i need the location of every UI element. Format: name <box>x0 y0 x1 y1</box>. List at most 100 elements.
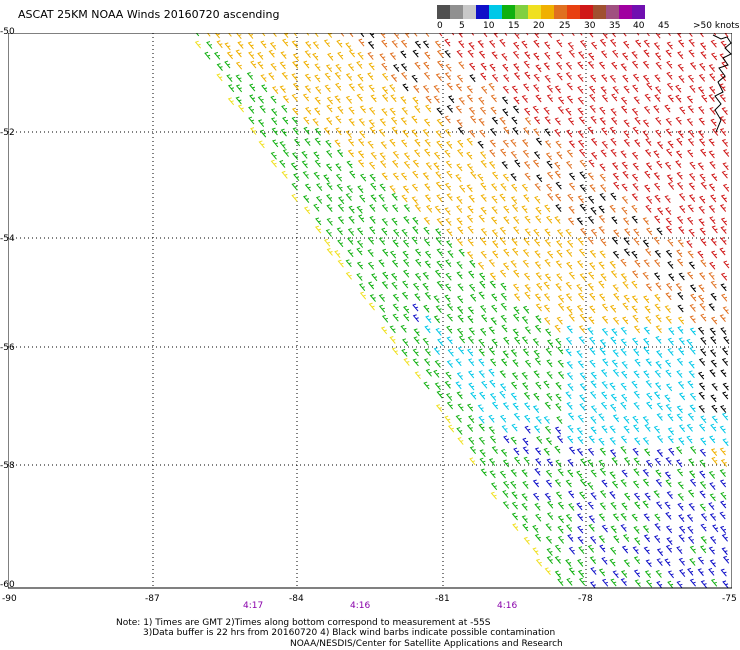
wind-barb <box>644 492 651 501</box>
wind-barb <box>557 96 565 105</box>
wind-barb <box>546 160 553 169</box>
wind-barb <box>687 536 695 544</box>
wind-barb <box>433 85 440 93</box>
wind-barb <box>577 414 584 423</box>
wind-barb <box>422 172 429 181</box>
wind-barb <box>554 445 561 454</box>
wind-barb <box>698 106 705 114</box>
wind-barb <box>688 360 695 369</box>
wind-barb <box>393 64 400 72</box>
wind-barb <box>690 293 697 302</box>
wind-barb <box>512 105 519 114</box>
wind-barb <box>598 413 605 422</box>
wind-barb <box>435 228 442 237</box>
wind-barb <box>688 503 695 511</box>
wind-barb <box>337 106 344 114</box>
wind-barb <box>445 63 452 72</box>
wind-barb <box>480 72 487 81</box>
wind-barb <box>480 160 487 168</box>
wind-barb <box>700 181 707 190</box>
wind-barb <box>568 172 576 181</box>
wind-barb <box>633 228 640 237</box>
wind-barb <box>620 338 627 347</box>
wind-barb <box>654 382 662 391</box>
wind-barb <box>445 371 452 380</box>
wind-barb <box>500 414 507 423</box>
wind-barb <box>631 513 638 522</box>
wind-barb <box>587 172 594 181</box>
wind-barb <box>543 281 550 290</box>
wind-barb <box>579 40 587 48</box>
wind-barb <box>600 86 607 95</box>
wind-barb <box>665 148 673 157</box>
wind-barb <box>642 525 650 534</box>
wind-barb <box>413 336 420 345</box>
wind-barb <box>656 435 664 444</box>
wind-barb <box>699 545 707 554</box>
wind-barb <box>535 315 542 324</box>
wind-barb <box>588 515 595 524</box>
wind-barb <box>522 149 529 158</box>
wind-barb <box>653 182 661 191</box>
wind-barb <box>391 259 399 268</box>
wind-barb <box>543 416 550 424</box>
wind-barb <box>590 371 597 380</box>
wind-barb <box>722 183 730 192</box>
wind-barb <box>634 437 641 446</box>
wind-barb <box>723 260 730 269</box>
wind-barb <box>675 84 682 93</box>
wind-barb <box>478 291 485 300</box>
wind-barb <box>488 368 495 377</box>
legend-label: 40 <box>633 21 645 31</box>
wind-barb <box>632 447 639 456</box>
wind-barb <box>623 139 630 147</box>
wind-barb <box>601 327 609 336</box>
wind-barb <box>545 183 553 192</box>
wind-barb <box>424 148 431 157</box>
wind-barb <box>620 479 627 487</box>
wind-barb <box>678 337 685 346</box>
wind-barb <box>567 42 574 50</box>
wind-barb <box>204 51 211 60</box>
wind-barb <box>610 108 617 116</box>
wind-barb <box>699 173 706 182</box>
wind-barb <box>367 249 374 257</box>
wind-barb <box>261 84 268 93</box>
wind-barb <box>456 427 463 435</box>
wind-barb <box>590 405 598 414</box>
wind-barb <box>535 303 542 312</box>
wind-barb <box>555 140 562 149</box>
wind-barb <box>557 535 565 544</box>
wind-barb <box>315 217 322 226</box>
wind-barb <box>291 182 298 191</box>
wind-barb <box>469 457 476 466</box>
wind-barb <box>466 163 474 172</box>
wind-barb <box>521 515 528 524</box>
wind-barb <box>446 393 453 401</box>
wind-barb <box>379 183 386 192</box>
wind-barb <box>445 160 452 169</box>
wind-barb <box>710 194 717 203</box>
wind-barb <box>433 347 440 356</box>
wind-barb <box>556 72 563 81</box>
wind-barb <box>324 84 331 93</box>
wind-barb <box>500 314 507 323</box>
wind-barb <box>391 281 398 290</box>
wind-barb <box>665 512 672 520</box>
wind-barb <box>642 500 649 509</box>
wind-barb <box>721 533 729 542</box>
wind-barb <box>412 96 419 105</box>
wind-barb <box>631 204 638 213</box>
wind-barb <box>368 302 375 311</box>
wind-barb <box>456 49 463 58</box>
wind-barb <box>621 52 629 61</box>
wind-barb <box>643 106 651 114</box>
wind-barb <box>468 283 476 292</box>
wind-barb <box>721 170 728 179</box>
wind-barb <box>356 61 363 69</box>
wind-barb <box>402 83 409 92</box>
wind-barb <box>469 115 477 124</box>
map-frame <box>8 33 732 589</box>
wind-barb <box>698 382 706 391</box>
wind-barb <box>359 105 366 114</box>
